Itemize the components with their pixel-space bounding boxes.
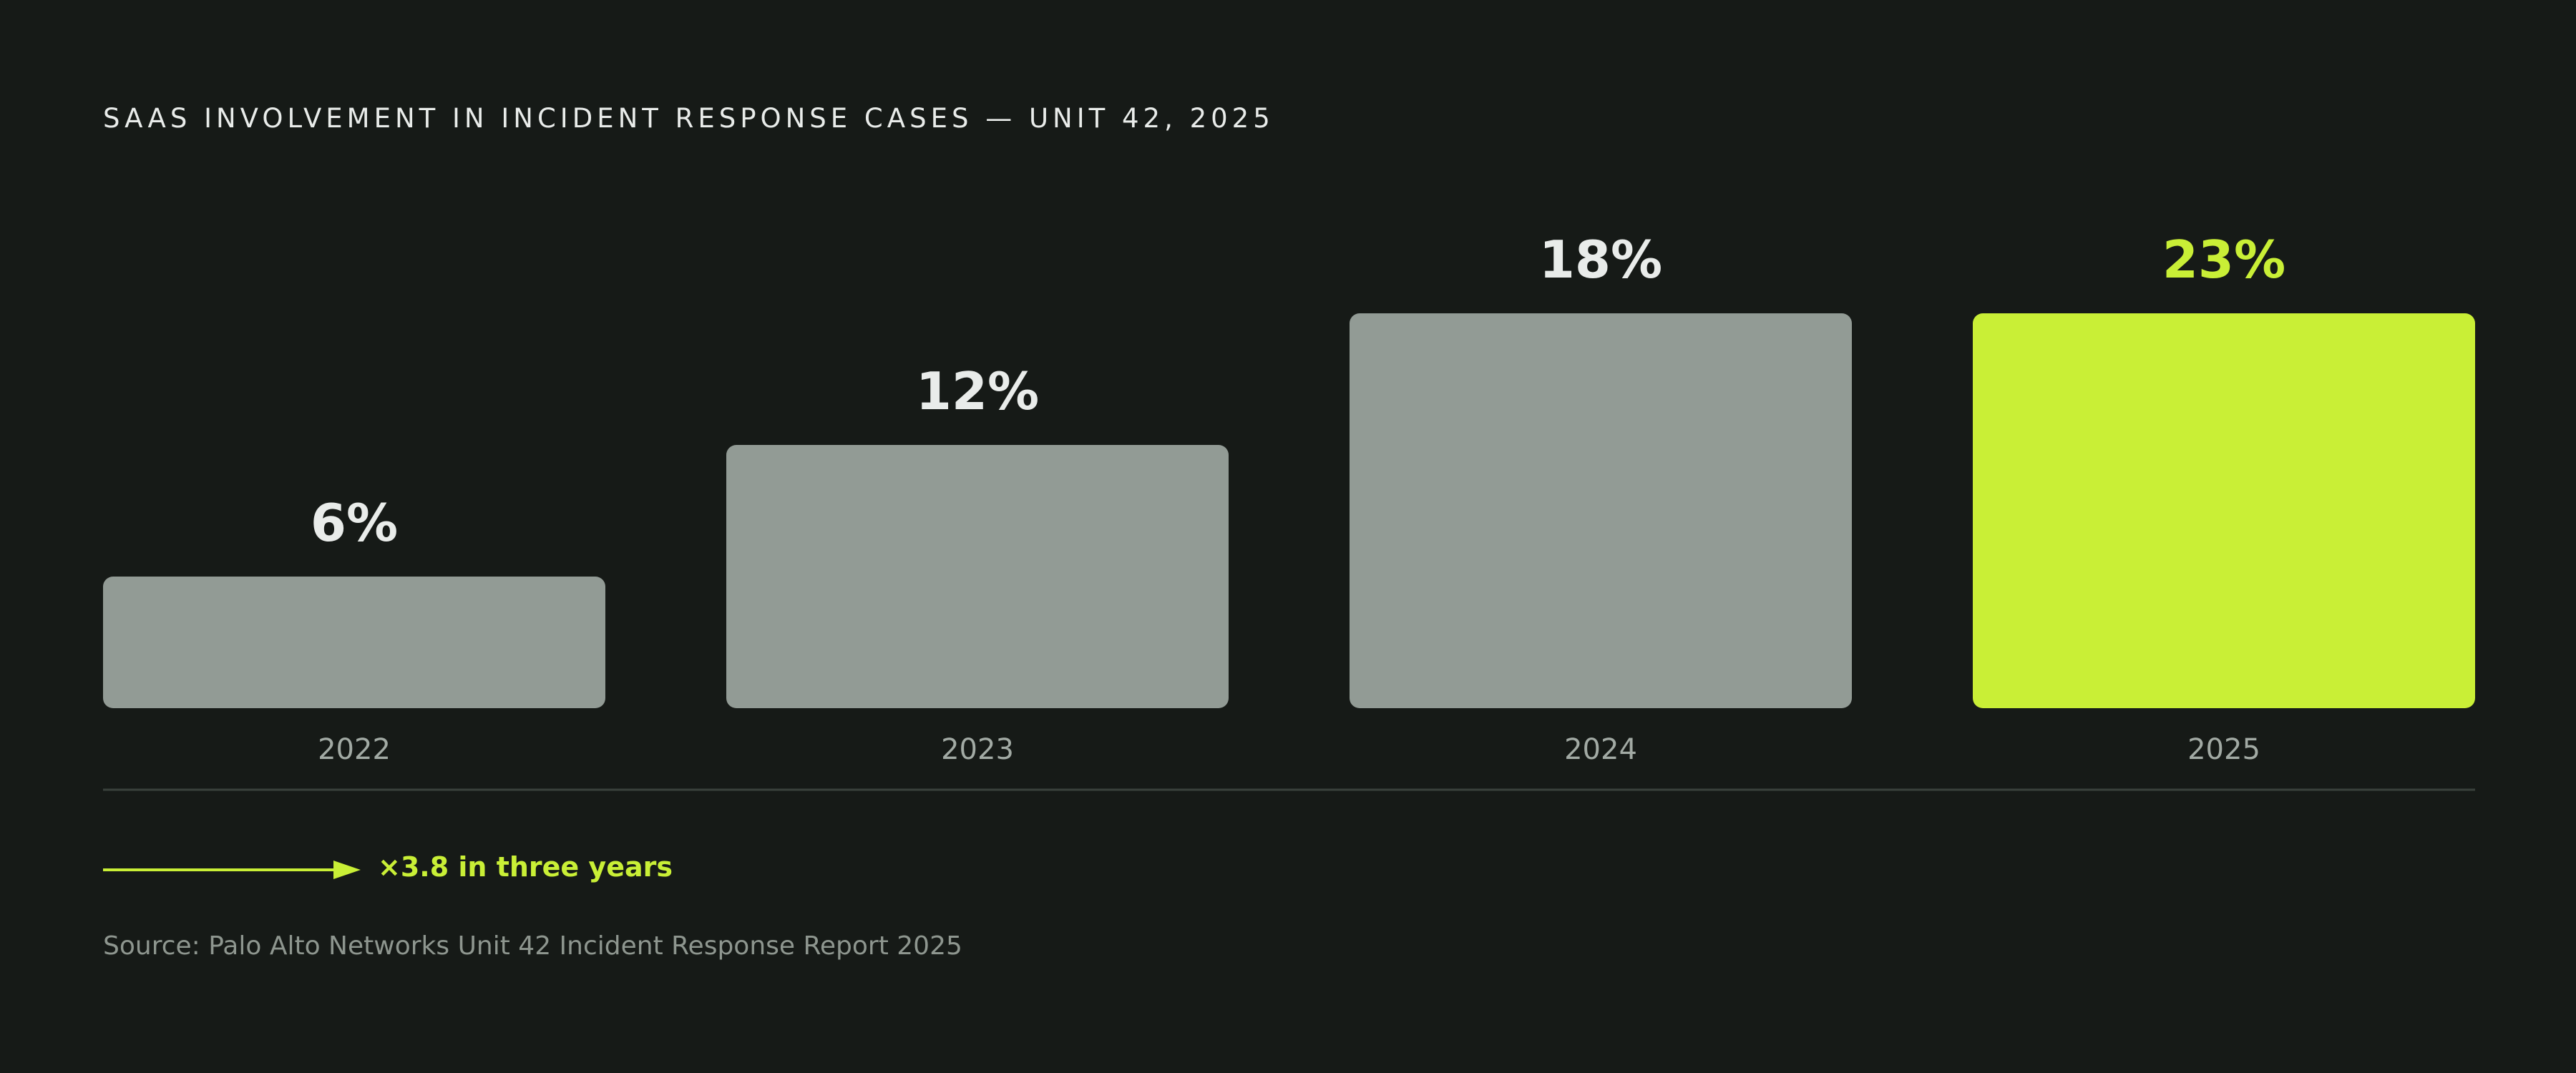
- bar-2022: [103, 577, 605, 708]
- arrow-right-icon: [103, 861, 361, 879]
- bar-2025: [1973, 313, 2475, 708]
- value-label-2023: 12%: [916, 361, 1039, 421]
- bar-2024: [1350, 313, 1852, 708]
- growth-callout: ×3.8 in three years: [378, 851, 673, 883]
- category-label-2024: 2024: [1564, 733, 1637, 766]
- chart-title: SAAS INVOLVEMENT IN INCIDENT RESPONSE CA…: [103, 103, 1274, 134]
- bar-2023: [726, 445, 1229, 708]
- category-label-2023: 2023: [941, 733, 1014, 766]
- value-label-2025: 23%: [2162, 230, 2285, 290]
- source-note: Source: Palo Alto Networks Unit 42 Incid…: [103, 931, 962, 961]
- value-label-2024: 18%: [1539, 230, 1662, 290]
- category-label-2025: 2025: [2187, 733, 2260, 766]
- category-label-2022: 2022: [318, 733, 391, 766]
- value-label-2022: 6%: [311, 493, 398, 553]
